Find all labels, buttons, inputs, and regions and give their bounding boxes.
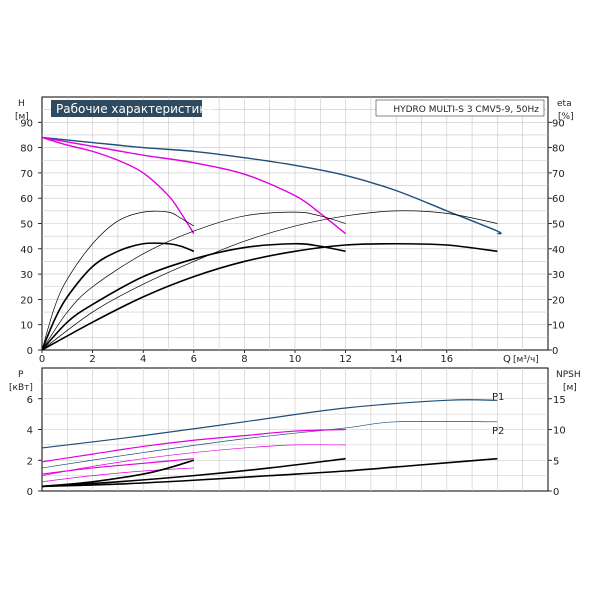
q-tick-label: 2 xyxy=(89,354,95,365)
upper-curve-5 xyxy=(41,210,498,351)
q-tick-label: 10 xyxy=(289,354,302,365)
legend-p1: P1 xyxy=(492,392,504,403)
upper-grid xyxy=(42,97,548,350)
pump-model-box xyxy=(375,99,545,117)
eta-axis-unit: [%] xyxy=(558,112,574,122)
upper-curve-0 xyxy=(41,136,502,235)
chart-title: Рабочие характеристики xyxy=(56,102,214,116)
lower-curve-8 xyxy=(41,459,195,488)
lower-curve-6 xyxy=(41,457,498,488)
eta-tick-label: 30 xyxy=(552,270,565,281)
p-tick-label: 0 xyxy=(27,487,33,498)
q-tick-label: 6 xyxy=(191,354,197,365)
p-axis-unit: [кВт] xyxy=(9,383,33,393)
eta-tick-label: 70 xyxy=(552,169,565,180)
upper-curve-6 xyxy=(41,242,195,351)
p-tick-label: 4 xyxy=(27,426,33,437)
eta-tick-label: 0 xyxy=(552,346,558,357)
eta-tick-label: 80 xyxy=(552,144,565,155)
h-tick-label: 90 xyxy=(20,118,33,129)
upper-curve-3 xyxy=(41,210,194,351)
lower-curve-P2 xyxy=(41,421,498,469)
lower-curve-P1 xyxy=(41,399,498,449)
lower-curve-5 xyxy=(41,467,194,483)
upper-curve-7 xyxy=(41,242,346,351)
q-axis-unit: [м³/ч] xyxy=(513,355,539,365)
q-axis-label: Q xyxy=(503,354,511,365)
upper-curve-8 xyxy=(41,242,498,351)
h-tick-label: 80 xyxy=(20,144,33,155)
eta-tick-label: 40 xyxy=(552,245,565,256)
lower-plot: 0 2 4 6 0 5 10 15 P [кВт] NPSH [м] P1 P2 xyxy=(9,367,581,498)
lower-curve-3 xyxy=(41,444,346,476)
eta-tick-label: 90 xyxy=(552,118,565,129)
lower-curve-4 xyxy=(41,458,194,475)
h-tick-label: 40 xyxy=(20,245,33,256)
upper-curve-2 xyxy=(41,136,195,234)
eta-axis-label: eta xyxy=(557,99,572,109)
p-tick-label: 6 xyxy=(27,395,33,406)
q-tick-label: 14 xyxy=(390,354,403,365)
upper-curves xyxy=(41,136,502,351)
npsh-tick-label: 0 xyxy=(553,487,559,498)
upper-plot: 0 10 20 30 40 50 60 70 80 90 0 10 20 30 40 50 60 70 80 90 0 2… xyxy=(15,96,574,365)
npsh-tick-label: 15 xyxy=(553,395,566,406)
h-tick-label: 10 xyxy=(20,321,33,332)
npsh-tick-label: 10 xyxy=(553,426,566,437)
h-tick-label: 20 xyxy=(20,295,33,306)
eta-tick-label: 20 xyxy=(552,295,565,306)
lower-curves xyxy=(41,399,498,488)
q-tick-label: 0 xyxy=(39,354,45,365)
eta-tick-label: 60 xyxy=(552,194,565,205)
q-tick-label: 4 xyxy=(140,354,146,365)
h-tick-label: 0 xyxy=(27,346,33,357)
q-tick-label: 12 xyxy=(339,354,352,365)
upper-axes: 0 10 20 30 40 50 60 70 80 90 0 10 20 30 40 50 60 70 80 90 0 2… xyxy=(20,118,564,365)
p-axis-label: P xyxy=(18,370,24,380)
npsh-axis-label: NPSH xyxy=(556,370,581,380)
legend-p2: P2 xyxy=(492,426,504,437)
q-tick-label: 16 xyxy=(440,354,453,365)
h-tick-label: 70 xyxy=(20,169,33,180)
upper-curve-1 xyxy=(41,136,347,235)
eta-tick-label: 50 xyxy=(552,220,565,231)
pump-model-label: HYDRO MULTI-S 3 CMV5-9, 50Hz xyxy=(393,105,539,115)
q-tick-label: 8 xyxy=(241,354,247,365)
upper-curve-4 xyxy=(41,211,346,351)
npsh-axis-unit: [м] xyxy=(563,383,577,393)
h-axis-unit: [м] xyxy=(15,112,29,122)
h-tick-label: 50 xyxy=(20,220,33,231)
lower-grid xyxy=(42,368,548,491)
h-tick-label: 30 xyxy=(20,270,33,281)
h-tick-label: 60 xyxy=(20,194,33,205)
title-box xyxy=(51,100,202,117)
eta-tick-label: 10 xyxy=(552,321,565,332)
lower-curve-2 xyxy=(41,428,346,463)
npsh-tick-label: 5 xyxy=(553,456,559,467)
lower-axes: 0 2 4 6 0 5 10 15 xyxy=(27,395,566,498)
p-tick-label: 2 xyxy=(27,456,33,467)
lower-curve-7 xyxy=(41,457,346,488)
h-axis-label: H xyxy=(18,99,25,109)
